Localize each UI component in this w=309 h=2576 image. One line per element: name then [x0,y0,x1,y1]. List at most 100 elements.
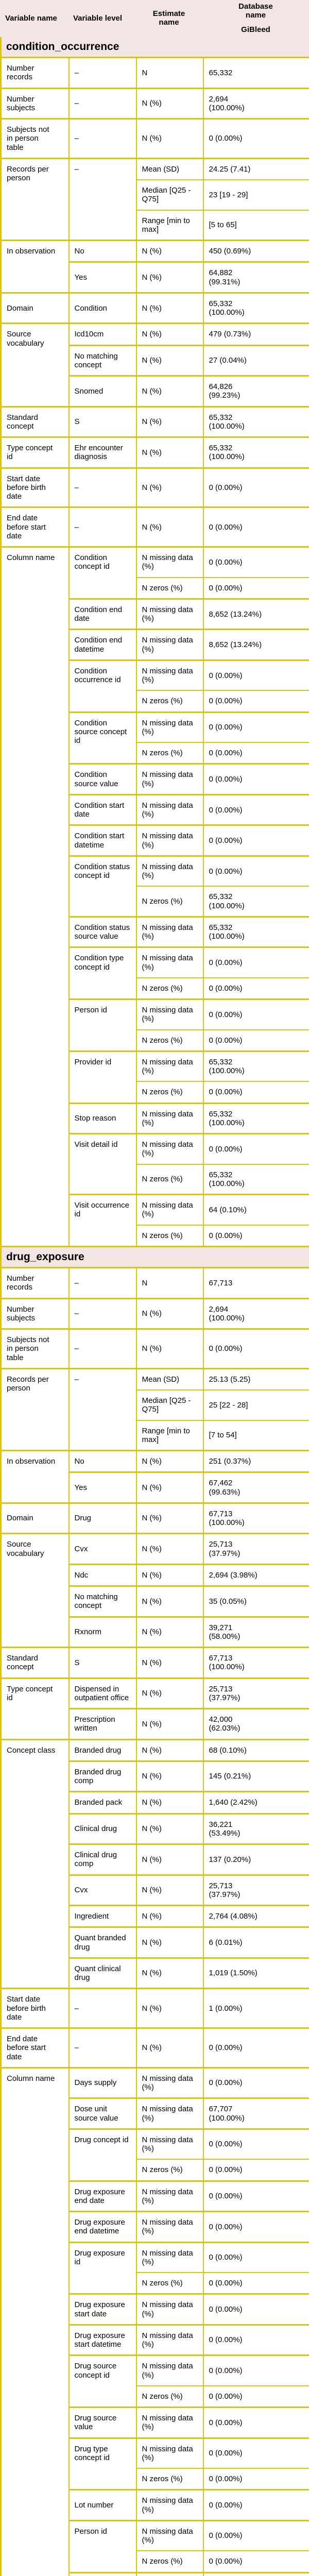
table-row: In observation No N (%) 251 (0.37%) [0,1450,309,1504]
estimate-value-text: 8,652 (13.24%) [209,609,262,619]
variable-level-cell: – [68,1367,137,1451]
estimate-name-cell: N zeros (%) [135,2385,204,2408]
estimate-value-text: 0 (0.00%) [209,805,243,815]
variable-level-cell: Prescription written [68,1708,137,1740]
section-row: condition_occurrence [0,37,309,59]
variable-level-cell: – [68,467,137,508]
estimate-value-cell: 0 (0.00%) [202,1328,309,1369]
variable-level-cell: – [68,506,137,548]
estimate-name-cell: N (%) [135,1297,204,1330]
variable-level-cell: Ndc [68,1563,137,1587]
variable-level-cell: Condition end date [68,598,137,630]
variable-level-cell: Condition status concept id [68,855,137,918]
estimate-name-cell: Range [min to max] [135,209,204,241]
variable-name-cell: End date before start date [0,2027,70,2069]
variable-name-cell: Subjects not in person table [0,118,70,159]
estimate-value-cell: 2,694 (100.00%) [202,1297,309,1330]
column-header-database-name: Database name GiBleed [202,1,309,36]
estimate-value-text: 27 (0.04%) [209,356,247,365]
estimate-value-text: 25,713 (37.97%) [209,1684,241,1702]
table-row: Ingredient N (%) 2,764 (4.08%) [1,1905,309,1928]
variable-level-cell: Drug [68,1502,137,1534]
table-row: N zeros (%) 65,332 (100.00%) [1,1163,309,1195]
variable-level-cell: Branded drug comp [68,1760,137,1792]
estimate-value-cell: 0 (0.00%) [202,577,309,600]
estimate-value-cell: 0 (0.00%) [202,2519,309,2552]
estimate-name-cell: Mean (SD) [135,1367,204,1391]
estimate-value-text: 0 (0.00%) [209,2475,243,2484]
estimate-value-cell: 0 (0.00%) [202,659,309,691]
variable-level-cell: Cvx [68,1533,137,1565]
estimate-value-text: 2,694 (3.98%) [209,1570,258,1580]
estimate-value-text: 67,707 (100.00%) [209,2105,245,2123]
estimate-value-text: 450 (0.69%) [209,247,251,256]
estimate-value-text: 0 (0.00%) [209,483,243,492]
estimate-name-cell: N (%) [135,1843,204,1876]
table-row: N zeros (%) 0 (0.00%) [1,1224,309,1247]
estimate-value-text: 0 (0.00%) [209,2222,243,2231]
estimate-name-cell: N missing data (%) [135,2571,204,2576]
table-row: Snomed N (%) 64,826 (99.23%) [1,375,309,408]
table-row: Range [min to max] [5 to 65] [1,209,309,241]
estimate-value-cell: 25,713 (37.97%) [202,1533,309,1565]
estimate-value-cell: 0 (0.00%) [202,2027,309,2069]
variable-level-cell: Yes [68,1471,137,1504]
estimate-value-text: 0 (0.00%) [209,2557,243,2566]
estimate-value-cell: 0 (0.00%) [202,2293,309,2326]
estimate-name-cell: N (%) [135,1585,204,1618]
section-title: drug_exposure [0,1245,309,1269]
table-row: N zeros (%) 0 (0.00%) [1,977,309,1000]
variable-level-cell: Cvx [68,1874,137,1906]
table-row: Range [min to max] [7 to 54] [1,1419,309,1451]
table-row: Source vocabulary Cvx N (%) 25,713 (37.97%) [0,1533,309,1648]
estimate-name-cell: N missing data (%) [135,629,204,661]
table-row: Subjects not in person table – N (%) 0 (0.0… [0,1328,309,1369]
table-row: N zeros (%) 0 (0.00%) [1,2272,309,2295]
estimate-value-cell: 65,332 (100.00%) [202,916,309,948]
estimate-value-text: 65,332 (100.00%) [209,413,245,431]
variable-level-cell: S [68,405,137,438]
variable-level-cell: – [68,1297,137,1330]
estimate-value-cell: 0 (0.00%) [202,467,309,508]
estimate-value-text: 0 (0.00%) [209,867,243,876]
estimate-value-text: 0 (0.00%) [209,1344,243,1353]
estimate-name-cell: N missing data (%) [135,2437,204,2469]
variable-name-cell: Type concept id [0,1677,70,1740]
variable-level-cell: Person id [68,2519,137,2573]
estimate-name-cell: N missing data (%) [135,546,204,578]
estimate-name-cell: Median [Q25 - Q75] [135,179,204,211]
table-row: Domain Drug N (%) 67,713 (100.00%) [0,1502,309,1534]
table-row: N zeros (%) 0 (0.00%) [1,690,309,713]
estimate-value-cell: 67,462 (99.63%) [202,1471,309,1504]
estimate-name-cell: N (%) [135,1677,204,1709]
estimate-value-text: 65,332 (100.00%) [209,923,245,941]
column-header-variable-level: Variable level [73,13,123,23]
estimate-name-cell: N (%) [135,1471,204,1504]
variable-level-cell: – [68,157,137,241]
estimate-value-cell: 65,332 (100.00%) [202,292,309,324]
variable-level-cell: Drug concept id [68,2128,137,2182]
estimate-value-cell: 24.25 (7.41) [202,157,309,181]
estimate-value-text: 0 (0.00%) [209,2500,243,2510]
estimate-name-cell: Median [Q25 - Q75] [135,1389,204,1421]
table-row: Records per person – Mean (SD) 25.13 (5.25) [0,1367,309,1451]
estimate-value-text: 0 (0.00%) [209,749,243,758]
table-row: N zeros (%) 65,332 (100.00%) [1,886,309,918]
estimate-name-cell: N missing data (%) [135,2241,204,2274]
table-row: Number records – N 65,332 [0,57,309,89]
table-row: Column name Days supply N missing data (%)… [0,2066,309,2576]
estimate-name-cell: N missing data (%) [135,2066,204,2099]
variable-level-cell: Condition source concept id [68,711,137,765]
table-row: Condition type concept id N missing data … [1,946,309,1000]
estimate-value-text: 8,652 (13.24%) [209,640,262,650]
variable-level-cell: Visit occurrence id [68,1194,137,1247]
estimate-value-cell: 6 (0.01%) [202,1926,309,1959]
estimate-name-cell: N (%) [135,1926,204,1959]
estimate-name-cell: N (%) [135,506,204,548]
estimate-name-cell: N missing data (%) [135,855,204,887]
table-row: Person id N missing data (%) 0 (0.00%) [1,998,309,1052]
variable-level-cell: Dose unit source value [68,2097,137,2130]
table-row: Condition source concept id N missing dat… [1,711,309,765]
variable-level-cell: Person id [68,998,137,1052]
table-row: N zeros (%) 0 (0.00%) [1,1081,309,1104]
